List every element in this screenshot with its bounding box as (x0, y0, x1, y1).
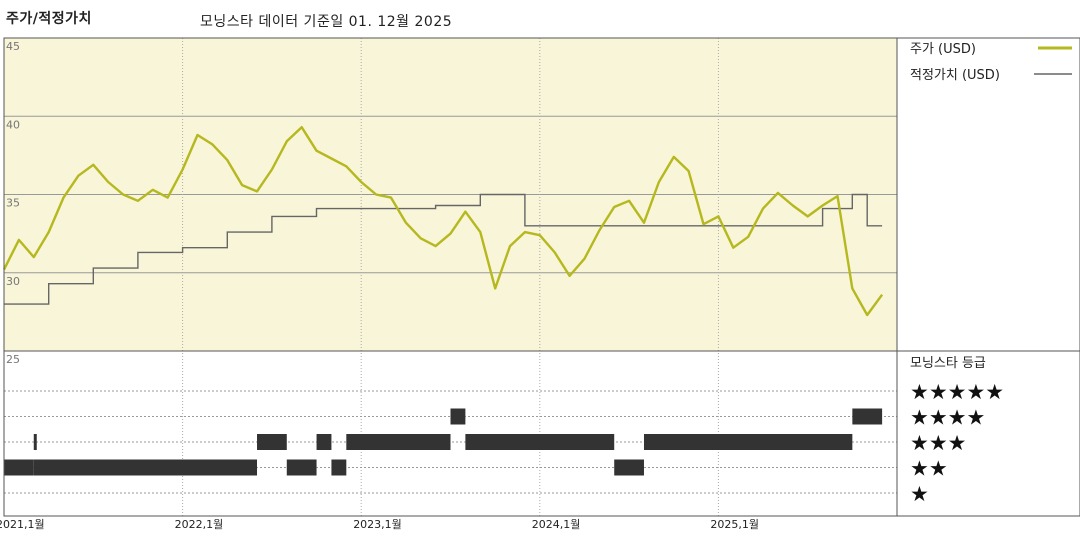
axis-ticks: 25 30 35 40 45 2021,1월 2022,1월 2023,1월 2024,1월 20… (0, 40, 759, 531)
legend-price-label: 주가 (USD) (910, 42, 976, 57)
legend-fair-label: 적정가치 (USD) (910, 68, 1000, 83)
y-tick-label: 45 (6, 40, 20, 53)
rating-bar (450, 408, 466, 425)
y-tick-label: 25 (6, 353, 20, 366)
chart-frame (3, 37, 1080, 517)
x-tick-label: 2024,1월 (532, 518, 581, 531)
fair-value-line (4, 193, 883, 305)
y-tick-label: 30 (6, 275, 20, 288)
price-line (2, 126, 884, 317)
x-tick-label: 2021,1월 (0, 518, 45, 531)
rating-star-labels: ★★★★★★★★★★★★★★★ (910, 380, 1004, 506)
rating-bar (257, 434, 287, 450)
rating-star-label: ★★ (910, 457, 948, 481)
x-tick-label: 2023,1월 (353, 518, 402, 531)
rating-bar (331, 459, 347, 476)
rating-bar (33, 434, 37, 450)
rating-star-label: ★ (910, 482, 929, 506)
rating-bar (316, 434, 332, 450)
rating-star-label: ★★★★ (910, 406, 985, 430)
rating-star-label: ★★★ (910, 431, 966, 455)
y-tick-label: 40 (6, 118, 20, 131)
rating-bars (4, 408, 883, 476)
x-tick-label: 2022,1월 (175, 518, 224, 531)
rating-bar (643, 434, 853, 450)
chart-title: 주가/적정가치 (6, 11, 92, 27)
rating-bar (346, 434, 451, 450)
rating-bar (852, 408, 883, 425)
x-tick-label: 2025,1월 (710, 518, 759, 531)
rating-bar (465, 434, 615, 450)
rating-bar (4, 459, 34, 476)
rating-bar (286, 459, 317, 476)
y-tick-label: 35 (6, 197, 20, 210)
rating-star-label: ★★★★★ (910, 380, 1004, 404)
rating-title: 모닝스타 등급 (910, 356, 986, 371)
rating-bar (33, 459, 258, 476)
rating-bar (614, 459, 644, 476)
chart-subtitle: 모닝스타 데이터 기준일 01. 12월 2025 (200, 14, 453, 30)
